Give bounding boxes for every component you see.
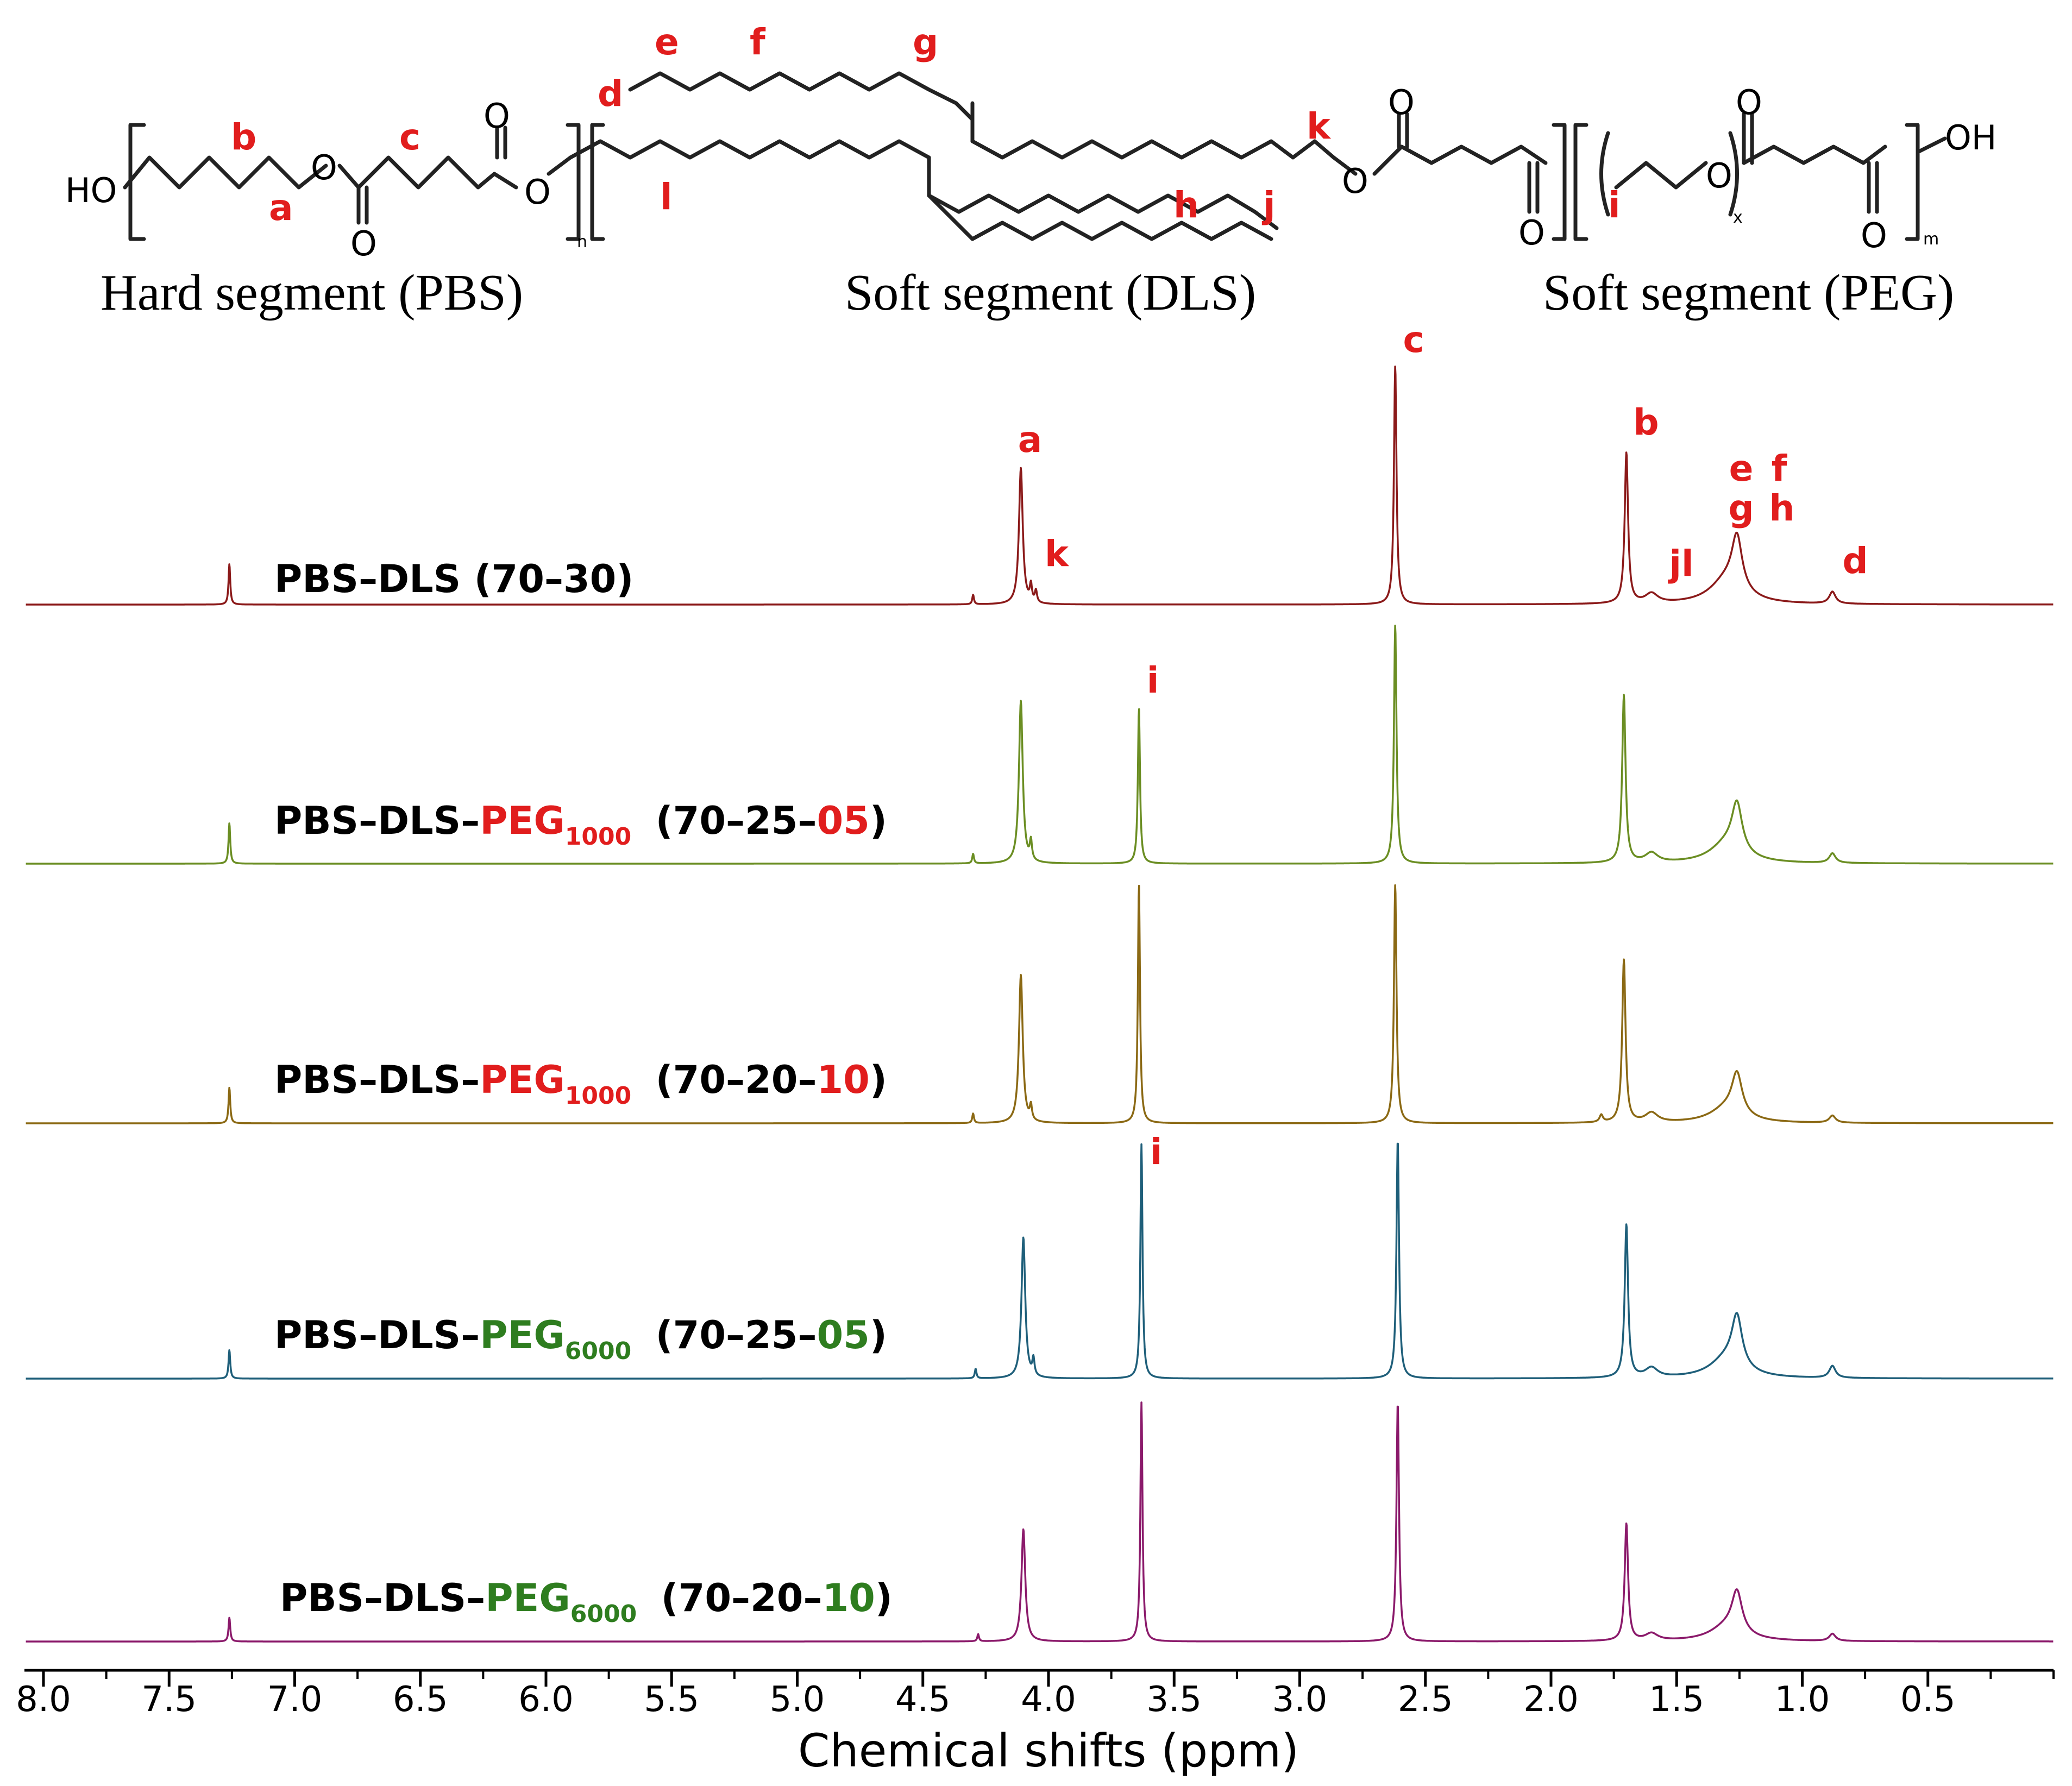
structure-text: HO OH O O O O O O O O O O n x m a b c d …	[65, 21, 1996, 321]
o-atom: O	[1518, 213, 1545, 253]
struct-label-l: l	[660, 176, 673, 218]
segment-title-pbs: Hard segment (PBS)	[101, 265, 523, 321]
o-atom: O	[350, 224, 377, 263]
peak-label-g: g	[1728, 487, 1754, 529]
nmr-spectra	[25, 365, 2054, 1643]
struct-label-a: a	[269, 187, 293, 229]
x-tick-label: 8.0	[16, 1680, 71, 1720]
struct-label-j: j	[1261, 184, 1276, 226]
pbs-o-link	[547, 155, 573, 176]
o-atom: O	[1736, 83, 1762, 122]
peak-label-b: b	[1633, 401, 1659, 443]
x-tick-label: 7.5	[141, 1680, 197, 1720]
dls-chain-h	[927, 193, 1279, 230]
x-tick-label: 3.0	[1272, 1680, 1328, 1720]
x-tick-label: 2.5	[1398, 1680, 1453, 1720]
dls-bracket-right	[1552, 123, 1567, 241]
x-tick-label: 2.0	[1523, 1680, 1579, 1720]
spectrum-line-2	[25, 624, 2054, 865]
x-tick-label: 6.5	[393, 1680, 448, 1720]
oh-atom: OH	[1945, 118, 1996, 158]
oh-bond	[1916, 136, 1947, 154]
struct-label-e: e	[655, 21, 679, 63]
struct-label-k: k	[1307, 105, 1332, 147]
x-tick-label: 3.5	[1146, 1680, 1202, 1720]
peak-label-f: f	[1772, 448, 1788, 489]
o-atom: O	[311, 148, 337, 187]
series-label-2: PBS–DLS–PEG1000 (70–25–05)	[274, 798, 887, 851]
peg-bracket-right	[1905, 123, 1920, 241]
dls-chain-j	[970, 139, 1317, 160]
series-label-4: PBS–DLS–PEG6000 (70–25–05)	[274, 1313, 887, 1365]
pbs-acid-chain	[337, 155, 518, 190]
x-tick-label: 0.5	[1900, 1680, 1956, 1720]
series-label-1: PBS–DLS (70–30)	[274, 557, 633, 601]
o-atom: O	[1706, 156, 1732, 196]
spectrum-line-3	[25, 884, 2054, 1124]
spectrum-line-1	[25, 365, 2054, 606]
x-tick-label: 1.0	[1775, 1680, 1830, 1720]
x-tick-label: 5.0	[770, 1680, 825, 1720]
chemical-structure	[123, 71, 1947, 241]
peak-label-jl: jl	[1667, 543, 1693, 584]
spectrum-line-5	[25, 1401, 2054, 1643]
peak-label-d: d	[1842, 540, 1868, 582]
struct-label-f: f	[750, 21, 766, 63]
peg-succ	[1742, 144, 1887, 165]
peak-label-h: h	[1769, 487, 1795, 529]
peak-label-a: a	[1018, 419, 1043, 461]
dls-chain-l	[568, 139, 931, 160]
pbs-chain	[123, 155, 328, 190]
peak-label-i: i	[1147, 659, 1159, 701]
peg-bracket-left	[1573, 123, 1588, 241]
dls-branch-3	[927, 193, 975, 241]
dls-bracket-left	[590, 123, 605, 241]
struct-label-c: c	[399, 116, 420, 158]
o-atom: O	[1388, 83, 1415, 122]
x-axis-ticks: 8.0 7.5 7.0 6.5 6.0 5.5 5.0 4.5 4.0 3.5 3.0 2.5 2.0 1…	[16, 1670, 2055, 1720]
o-atom: O	[524, 172, 551, 212]
o-atom: O	[1342, 161, 1368, 201]
peak-label-i: i	[1150, 1131, 1163, 1173]
peak-label-k: k	[1045, 533, 1070, 575]
x-tick-label: 5.5	[644, 1680, 699, 1720]
peak-label-e: e	[1729, 448, 1754, 489]
ester-link	[1313, 139, 1358, 176]
struct-label-d: d	[598, 73, 623, 115]
peg-chain	[1614, 161, 1708, 190]
series-label-5: PBS–DLS–PEG6000 (70–20–10)	[280, 1576, 893, 1628]
x-tick-label: 7.0	[267, 1680, 323, 1720]
x-tick-label: 1.5	[1649, 1680, 1704, 1720]
pbs-bracket-right	[566, 123, 581, 241]
subscript-m: m	[1923, 230, 1939, 249]
peg-paren-left	[1599, 131, 1610, 217]
subscript-n: n	[577, 232, 587, 251]
dls-tail	[970, 221, 1273, 241]
dls-chain-d	[628, 71, 975, 122]
series-labels: PBS–DLS (70–30) PBS–DLS–PEG1000 (70–25–05…	[274, 557, 893, 1628]
segment-title-dls: Soft segment (DLS)	[845, 265, 1256, 321]
o-atom: O	[484, 96, 510, 136]
pbs-bracket-left	[128, 123, 146, 241]
ho-atom: HO	[65, 171, 117, 210]
spectrum-line-4	[25, 1142, 2054, 1380]
x-tick-label: 4.0	[1021, 1680, 1076, 1720]
series-label-3: PBS–DLS–PEG1000 (70–20–10)	[274, 1058, 887, 1110]
x-tick-label: 4.5	[895, 1680, 951, 1720]
struct-label-h: h	[1173, 184, 1199, 226]
x-axis-label: Chemical shifts (ppm)	[798, 1724, 1299, 1777]
struct-label-b: b	[231, 116, 256, 158]
peak-label-c: c	[1403, 319, 1424, 361]
struct-label-i: i	[1608, 184, 1621, 226]
x-tick-label: 6.0	[518, 1680, 574, 1720]
peg-paren-right	[1728, 131, 1739, 217]
struct-label-g: g	[913, 21, 938, 63]
o-atom: O	[1861, 216, 1887, 255]
peak-annotations: c a k b jl e fg h d i i	[1018, 319, 1868, 1173]
succinate-2	[1372, 144, 1548, 176]
subscript-x: x	[1733, 208, 1743, 227]
segment-title-peg: Soft segment (PEG)	[1543, 265, 1954, 321]
x-axis: 8.0 7.5 7.0 6.5 6.0 5.5 5.0 4.5 4.0 3.5 3.0 2.5 2.0 1…	[16, 1669, 2055, 1777]
